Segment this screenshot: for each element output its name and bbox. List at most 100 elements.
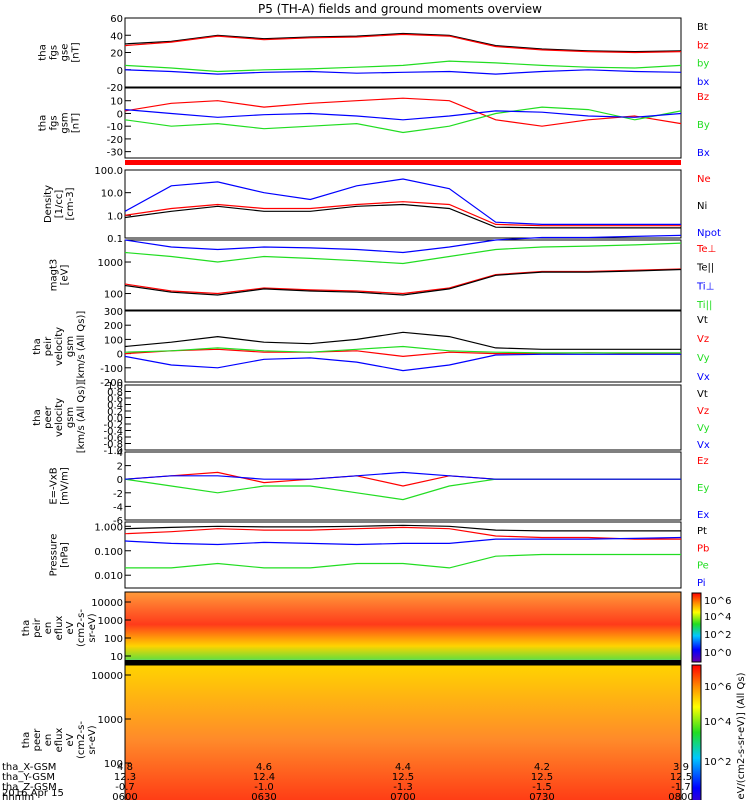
- ytick-label: 4: [117, 448, 123, 459]
- legend-Vz: Vz: [697, 406, 709, 417]
- legend-Vy: Vy: [697, 353, 710, 364]
- ytick-label: 1.0: [107, 381, 123, 392]
- ephemeris-value: -1.5: [532, 782, 552, 793]
- ephemeris-value: 12.5: [392, 772, 414, 783]
- ephemeris-value: 4.2: [534, 762, 550, 773]
- legend-bx: bx: [697, 77, 709, 88]
- panel-ylabel: (cm2-s-: [76, 609, 87, 647]
- ytick-label: 0.100: [94, 547, 123, 558]
- figure-title: P5 (TH-A) fields and ground moments over…: [258, 2, 542, 16]
- ytick-label: -30: [107, 148, 123, 159]
- ytick-label: -2: [113, 489, 123, 500]
- ytick-label: 10.0: [101, 189, 123, 200]
- series-line-Ey: [124, 478, 681, 501]
- ephemeris-value: 0630: [251, 792, 276, 800]
- colorbar: 10^6 10^4 10^2 10^0 10^6 10^4 10^2 [eV/(…: [691, 592, 747, 800]
- panel-ylabel: gsm: [65, 407, 76, 428]
- panel-ylabel: [km/s (All Qs)]: [76, 311, 87, 383]
- panel-ylabel: [nT]: [71, 42, 82, 62]
- ephemeris-value: 3.9: [673, 762, 689, 773]
- series-line-Pt: [124, 524, 681, 532]
- ytick-label: 100: [104, 290, 123, 301]
- panel-ylabel: E=-VxB: [49, 467, 60, 504]
- series-line-Pe: [125, 553, 681, 569]
- panel-ylabel: velocity: [54, 327, 65, 366]
- panel-ylabel: [nT]: [71, 113, 82, 133]
- colorbar-tick-3: 10^0: [704, 648, 731, 659]
- ytick-label: 40: [110, 31, 123, 42]
- ytick-label: 1000: [98, 715, 123, 726]
- ytick-label: 0: [117, 350, 123, 361]
- panel-ylabel: gse: [60, 44, 71, 62]
- legend-Te||: Te||: [696, 263, 714, 274]
- series-line-bx: [124, 69, 682, 75]
- legend-Npot: Npot: [697, 228, 721, 239]
- panel-ylabel: tha: [38, 44, 49, 60]
- panel-ylabel: Density: [43, 185, 54, 223]
- series-line-Npot: [124, 178, 681, 225]
- panel-ylabel: tha: [32, 409, 43, 425]
- panel-2: 100 -10 -20 -30 tha fgs gsm [nT] Bz By Bx: [38, 87, 710, 159]
- ephemeris-value: 0730: [529, 792, 554, 800]
- legend-Ti||: Ti||: [696, 300, 712, 311]
- panel-ylabel: [cm-3]: [65, 187, 76, 220]
- ytick-label: 0.6: [107, 394, 123, 405]
- panel-ylabel: tha: [21, 732, 32, 748]
- panel-ylabel: gsm: [65, 336, 76, 357]
- panel-ylabel: sr-eV): [87, 613, 98, 642]
- panel-ylabel: [eV]: [60, 265, 71, 286]
- panel-ylabel: tha: [32, 338, 43, 354]
- ytick-label: 0.8: [107, 388, 123, 399]
- panel-frame: [124, 384, 682, 451]
- panel-ylabel: peer: [43, 405, 54, 429]
- ytick-label: 0.2: [107, 407, 123, 418]
- ytick-label: 10000: [91, 598, 123, 609]
- legend-Vt: Vt: [697, 389, 708, 400]
- ytick-label: 0.1: [107, 234, 123, 245]
- panel-ylabel: magt3: [49, 259, 60, 292]
- series-line-Ni: [124, 203, 681, 229]
- ytick-label: -100: [100, 364, 123, 375]
- ytick-label: 200: [104, 321, 123, 332]
- ephemeris-value: -1.7: [671, 782, 691, 793]
- legend-bz: bz: [697, 40, 709, 51]
- ytick-label: 0.010: [94, 571, 123, 582]
- ytick-label: -1.0: [103, 446, 123, 457]
- ephemeris-value: 0700: [390, 792, 415, 800]
- colorbar-tick-6: 10^2: [704, 757, 731, 768]
- series-line-Bt: [124, 32, 682, 53]
- panel-4: 1000 100 magt3 [eV] Te⊥ Te|| Ti⊥ Ti||: [49, 234, 716, 311]
- ytick-label: 20: [110, 49, 123, 60]
- panel-ylabel: peir: [43, 336, 54, 356]
- ytick-label: 0: [117, 109, 123, 120]
- series-line-Pb: [124, 526, 681, 540]
- legend-Ni: Ni: [697, 201, 707, 212]
- series-line-by: [124, 60, 682, 73]
- series-line-Te⊥: [124, 268, 682, 295]
- ytick-label: 0: [117, 475, 123, 486]
- panel-ylabel: eV: [65, 733, 76, 746]
- colorbar-label: [eV/(cm2-s-sr-eV)] (All Qs): [736, 672, 747, 800]
- series-line-Pi: [124, 536, 682, 546]
- legend-Vt: Vt: [697, 315, 708, 326]
- ytick-label: 0: [117, 66, 123, 77]
- spectrogram-baseline: [125, 660, 681, 664]
- ephemeris-value: 4.8: [117, 762, 133, 773]
- legend-Ey: Ey: [697, 483, 709, 494]
- ephemeris-value: 12.5: [531, 772, 553, 783]
- panel-frame: [124, 239, 682, 311]
- ytick-label: -20: [107, 135, 123, 146]
- colorbar-lower: [691, 664, 702, 800]
- colorbar-tick-5: 10^4: [704, 717, 731, 728]
- series-line-Vy: [124, 345, 681, 354]
- ephemeris-label-0: tha_X-GSM: [2, 762, 56, 773]
- legend-Vx: Vx: [697, 372, 710, 383]
- legend-Ne: Ne: [697, 174, 711, 185]
- panel-ylabel: tha: [38, 115, 49, 131]
- series-line-Vx: [124, 353, 681, 372]
- panel-ylabel: eflux: [54, 728, 65, 753]
- panel-ylabel: [1/cc]: [54, 190, 65, 219]
- panel-ylabel: Pressure: [49, 534, 60, 577]
- panel-3: 100.0 10.0 1.0 0.1 Density [1/cc] [cm-3] Ne Ni Np…: [43, 166, 721, 245]
- ephemeris-value: 12.5: [670, 772, 692, 783]
